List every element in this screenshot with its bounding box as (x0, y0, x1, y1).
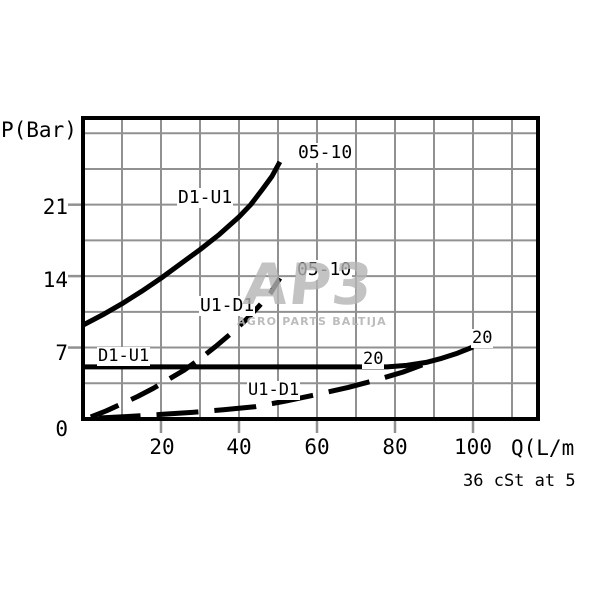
curve-label-mid-05-10: 05-10 (296, 259, 353, 280)
y-tick-0: 0 (55, 417, 68, 441)
curve-label-bottom-u1-d1: U1-D1 (247, 380, 301, 400)
x-tick-20: 20 (149, 435, 175, 459)
curve-label-top-d1-u1: D1-U1 (177, 187, 234, 208)
curve-05-10-d1-u1 (81, 160, 283, 328)
curve-label-mid-u1-d1: U1-D1 (199, 295, 256, 316)
x-tick-60: 60 (304, 435, 330, 459)
x-tick-80: 80 (382, 435, 408, 459)
curve-label-top-05-10: 05-10 (297, 142, 354, 163)
x-axis-label: Q(L/m (511, 436, 575, 460)
y-tick-14: 14 (42, 268, 68, 292)
x-tick-40: 40 (226, 435, 252, 459)
viscosity-footnote: 36 cSt at 5 (463, 471, 576, 491)
plot-border (81, 116, 540, 421)
curve-label-low-20-end: 20 (471, 328, 494, 348)
y-tick-7: 7 (55, 341, 68, 365)
curve-20-d1-u1 (83, 344, 474, 370)
y-tick-21: 21 (42, 195, 68, 219)
curve-label-low-20: 20 (362, 349, 385, 369)
curve-label-low-d1-u1: D1-U1 (97, 346, 151, 366)
y-axis-label: P(Bar) (1, 118, 77, 142)
x-tick-100: 100 (454, 435, 492, 459)
